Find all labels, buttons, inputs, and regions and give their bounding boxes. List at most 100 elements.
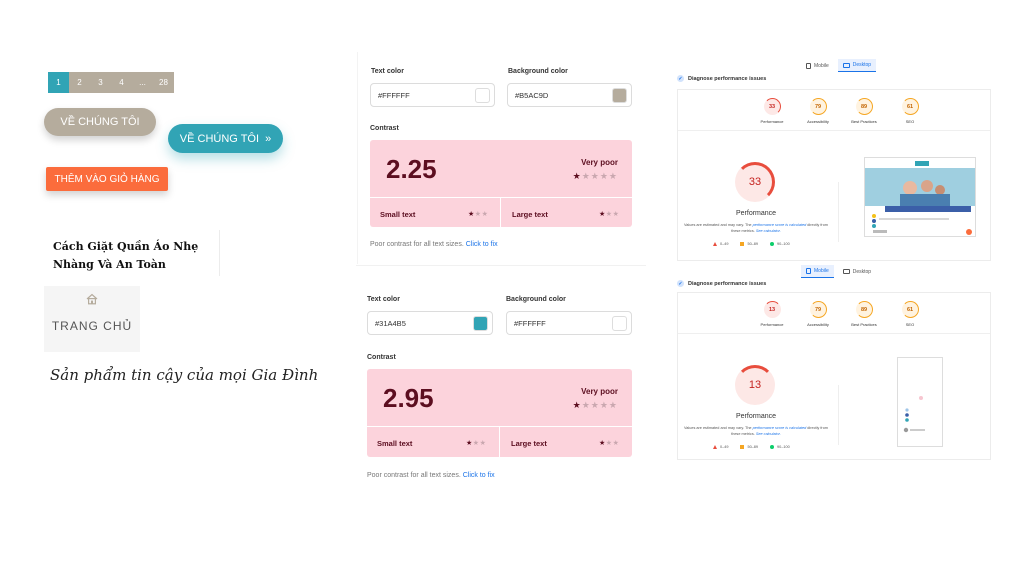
star-empty-icon: ★	[608, 171, 618, 181]
device-tabs: Mobile Desktop	[801, 265, 876, 278]
legend-fail-label: 0–49	[720, 445, 729, 449]
divider	[370, 197, 632, 198]
bg-color-swatch[interactable]	[612, 316, 627, 331]
text-color-input[interactable]: #31A4B5	[367, 311, 493, 335]
gauge-seo-score: 61	[901, 98, 919, 115]
gauge-best-practices-label: Best Practices	[851, 119, 877, 124]
star-empty-icon: ★	[612, 211, 620, 218]
mobile-icon	[806, 268, 811, 274]
score-legend: 0–49 50–89 90–100	[713, 445, 790, 449]
divider	[678, 333, 990, 334]
see-calculator-link[interactable]: See calculator.	[755, 432, 781, 436]
bg-color-swatch[interactable]	[612, 88, 627, 103]
contrast-note-text: Poor contrast for all text sizes.	[370, 241, 464, 248]
star-empty-icon: ★	[599, 171, 609, 181]
tab-mobile[interactable]: Mobile	[801, 265, 834, 278]
gauge-seo[interactable]: 61 SEO	[898, 301, 922, 327]
add-to-cart-button[interactable]: THÊM VÀO GIỎ HÀNG	[46, 167, 168, 191]
text-color-label: Text color	[371, 68, 404, 75]
home-icon	[86, 293, 98, 305]
about-us-button-teal[interactable]: VỀ CHÚNG TÔI »	[168, 124, 283, 153]
gauge-seo-score: 61	[901, 301, 919, 318]
text-color-swatch[interactable]	[475, 88, 490, 103]
page-ellipsis: ...	[139, 78, 146, 87]
page-link-2[interactable]: 2	[77, 78, 82, 87]
large-text-label: Large text	[512, 210, 548, 219]
legend-pass: 90–100	[770, 242, 790, 246]
star-empty-icon: ★	[612, 440, 620, 447]
performance-big-gauge: 33	[735, 162, 775, 202]
about-us-button-beige[interactable]: VỀ CHÚNG TÔI	[44, 108, 156, 136]
score-gauges: 33 Performance 79 Accessibility 89 Best …	[760, 98, 922, 124]
divider	[678, 130, 990, 131]
text-color-label: Text color	[367, 296, 400, 303]
star-empty-icon: ★	[581, 400, 591, 410]
small-text-stars: ★★★	[466, 439, 486, 447]
gauge-best-practices-label: Best Practices	[851, 322, 877, 327]
gauge-accessibility-score: 79	[809, 98, 827, 115]
tab-mobile[interactable]: Mobile	[801, 59, 834, 72]
page-link-3[interactable]: 3	[98, 78, 103, 87]
circle-icon	[770, 242, 775, 246]
home-nav-tile[interactable]: TRANG CHỦ	[44, 286, 140, 352]
gauge-seo[interactable]: 61 SEO	[898, 98, 922, 124]
text-color-value: #31A4B5	[375, 318, 406, 328]
gauge-best-practices[interactable]: 89 Best Practices	[851, 301, 877, 327]
check-icon: ✓	[677, 280, 684, 287]
star-empty-icon: ★	[605, 440, 613, 447]
diagnose-toggle[interactable]: ✓ Diagnose performance issues	[677, 280, 766, 287]
star-empty-icon: ★	[605, 211, 613, 218]
note-text: directly from these metrics.	[731, 426, 828, 436]
page-link-1[interactable]: 1	[48, 72, 69, 93]
text-color-input[interactable]: #FFFFFF	[370, 83, 495, 107]
contrast-ratio: 2.25	[386, 154, 437, 184]
large-text-stars: ★★★	[599, 210, 619, 218]
gauge-accessibility[interactable]: 79 Accessibility	[806, 98, 830, 124]
tab-desktop[interactable]: Desktop	[837, 59, 877, 72]
divider	[499, 426, 500, 457]
small-text-label: Small text	[377, 439, 413, 448]
bg-color-input[interactable]: #B5AC9D	[507, 83, 632, 107]
performance-title: Performance	[736, 413, 777, 420]
contrast-label: Contrast	[370, 125, 399, 132]
gauge-performance[interactable]: 13 Performance	[760, 301, 784, 327]
star-empty-icon: ★	[581, 171, 591, 181]
gauge-performance-score: 33	[763, 98, 781, 115]
check-icon: ✓	[677, 75, 684, 82]
legend-pass-label: 90–100	[777, 242, 790, 246]
note-text: directly from these metrics.	[731, 223, 828, 233]
star-filled-icon: ★	[468, 211, 475, 218]
click-to-fix-link[interactable]: Click to fix	[465, 241, 498, 248]
gauge-best-practices[interactable]: 89 Best Practices	[851, 98, 877, 124]
bg-color-input[interactable]: #FFFFFF	[506, 311, 632, 335]
page-link-4[interactable]: 4	[119, 78, 124, 87]
gauge-performance-score: 13	[763, 301, 781, 318]
divider	[356, 265, 646, 266]
click-to-fix-link[interactable]: Click to fix	[462, 472, 495, 479]
legend-fail: 0–49	[713, 445, 728, 449]
text-color-swatch[interactable]	[473, 316, 488, 331]
star-empty-icon: ★	[599, 400, 609, 410]
small-text-label: Small text	[380, 210, 416, 219]
legend-fail-label: 0–49	[720, 242, 729, 246]
gauge-performance[interactable]: 33 Performance	[760, 98, 784, 124]
mobile-icon	[806, 62, 811, 69]
star-filled-icon: ★	[572, 171, 582, 181]
see-calculator-link[interactable]: See calculator.	[755, 229, 781, 233]
page-screenshot-thumbnail[interactable]	[864, 157, 976, 237]
large-text-stars: ★★★	[599, 439, 619, 447]
gauge-accessibility-label: Accessibility	[807, 119, 829, 124]
gauge-accessibility[interactable]: 79 Accessibility	[806, 301, 830, 327]
contrast-verdict: Very poor	[581, 158, 618, 167]
performance-big-gauge: 13	[735, 365, 775, 405]
page-link-28[interactable]: 28	[159, 78, 168, 87]
page-screenshot-thumbnail[interactable]	[897, 357, 943, 447]
diagnose-toggle[interactable]: ✓ Diagnose performance issues	[677, 75, 766, 82]
text-color-value: #FFFFFF	[378, 90, 410, 100]
score-calculated-link[interactable]: performance score is calculated	[752, 223, 807, 227]
tab-desktop[interactable]: Desktop	[838, 265, 876, 278]
article-title[interactable]: Cách Giặt Quần Áo Nhẹ Nhàng Và An Toàn	[53, 240, 199, 271]
overall-rating-stars: ★★★★★	[573, 171, 618, 182]
score-calculated-link[interactable]: performance score is calculated	[752, 426, 807, 430]
